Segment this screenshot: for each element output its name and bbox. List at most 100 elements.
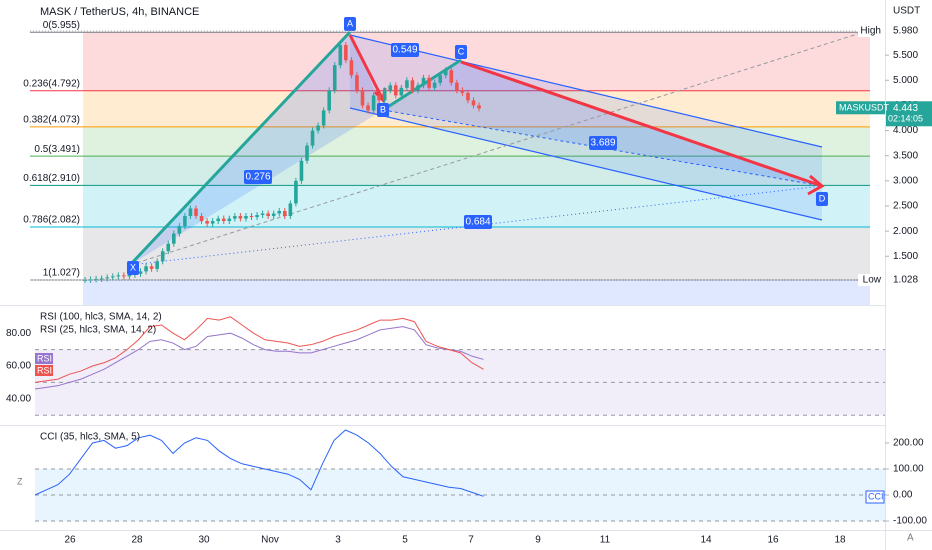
candle — [321, 110, 326, 126]
low-price-bg — [887, 274, 929, 286]
time-label: 3 — [335, 535, 341, 546]
point-label: B — [380, 104, 386, 114]
candle — [127, 274, 132, 277]
point-label: X — [130, 262, 136, 272]
candle — [394, 85, 398, 96]
candle — [233, 216, 237, 219]
candle — [144, 266, 148, 272]
candle — [166, 243, 171, 252]
fib-band — [83, 90, 870, 127]
below-band — [83, 280, 870, 305]
candle — [149, 266, 154, 269]
candle — [438, 75, 442, 83]
rsi-tag-bg — [35, 353, 53, 364]
time-label: 11 — [600, 535, 611, 546]
candle — [294, 180, 298, 204]
candle — [377, 95, 381, 101]
candle — [388, 85, 393, 91]
cci-tick-label: 0.00 — [893, 490, 913, 501]
cci-tick-label: 200.00 — [893, 438, 924, 449]
candle — [110, 276, 115, 278]
last-symbol-bg — [836, 101, 885, 115]
point-label-bg — [344, 17, 356, 31]
candle — [466, 92, 470, 101]
candle — [360, 90, 365, 106]
rsi-tick-label: 40.00 — [6, 393, 31, 404]
time-label: 18 — [834, 535, 846, 546]
rsi-line — [34, 326, 484, 390]
symbol-title: MASK / TetherUS, 4h, BINANCE — [40, 6, 199, 18]
candle — [188, 208, 193, 217]
candle — [305, 145, 309, 161]
channel — [350, 35, 822, 220]
candle — [349, 60, 354, 76]
xab-triangle — [130, 32, 383, 265]
price-tick-label: 5.000 — [893, 75, 918, 86]
candle — [183, 216, 187, 227]
rsi-tag: RSI — [37, 365, 52, 375]
candle — [460, 90, 465, 93]
price-tick-label: 3.000 — [893, 175, 918, 186]
last-price-bg — [886, 101, 932, 127]
point-label-bg — [816, 192, 828, 206]
candle — [283, 211, 287, 217]
candle — [260, 213, 265, 216]
fib-label: 0.236(4.792) — [23, 78, 80, 89]
cci-tag-bg — [865, 490, 885, 504]
ratio-label: 0.276 — [245, 172, 270, 183]
rsi-tag-bg — [35, 365, 53, 376]
low-name-bg — [858, 274, 885, 286]
candle — [177, 226, 182, 234]
candle — [277, 211, 282, 214]
candle — [221, 218, 226, 222]
candle — [244, 216, 248, 219]
cci-lines — [34, 429, 484, 497]
candle — [266, 213, 270, 217]
low-name: Low — [863, 275, 882, 286]
harmonic-pattern — [128, 29, 871, 267]
candle — [216, 218, 220, 222]
point-label-bg — [377, 103, 389, 117]
candle — [271, 213, 276, 217]
candle — [160, 251, 165, 262]
point-label-bg — [455, 45, 467, 59]
ratio-label: 0.549 — [392, 45, 417, 56]
high-name: High — [860, 26, 881, 37]
cci-line — [34, 429, 484, 497]
time-label: 5 — [402, 535, 408, 546]
rsi-tick-label: 60.00 — [6, 361, 31, 372]
fib-label: 0.382(4.073) — [23, 115, 80, 126]
xa-leg — [128, 30, 352, 267]
candle — [194, 208, 198, 217]
point-label: C — [458, 46, 465, 56]
labels: 0(5.955) 0.236(4.792) 0.382(4.073) 0.5(3.49… — [23, 17, 828, 279]
candle — [327, 90, 331, 111]
candle — [310, 130, 315, 146]
fib-band — [83, 227, 870, 281]
ratio-label: 0.684 — [465, 217, 490, 228]
channel-top — [349, 34, 823, 148]
time-label: 26 — [64, 535, 76, 546]
candle — [288, 203, 293, 217]
price-tick-label: 1.500 — [893, 251, 918, 262]
fib-band — [83, 156, 870, 186]
high-price-bg — [887, 25, 929, 37]
candle — [199, 216, 204, 222]
candle — [355, 75, 359, 91]
fib-retracement — [30, 31, 870, 305]
last-symbol: MASKUSDT — [839, 103, 890, 113]
rsi-tag: RSI — [37, 353, 52, 363]
candle — [155, 261, 159, 269]
candle — [122, 275, 126, 277]
fib-label: 0.5(3.491) — [34, 144, 80, 155]
fib-label: 1(1.027) — [43, 268, 80, 279]
bcd-triangle — [383, 60, 822, 186]
point-label-bg — [127, 261, 139, 275]
candle — [94, 278, 98, 280]
time-label: 16 — [767, 535, 779, 546]
last-price: 4.443 — [893, 103, 918, 114]
time-label: Nov — [261, 535, 279, 546]
candle — [316, 125, 320, 131]
footer-right: A — [907, 533, 914, 544]
